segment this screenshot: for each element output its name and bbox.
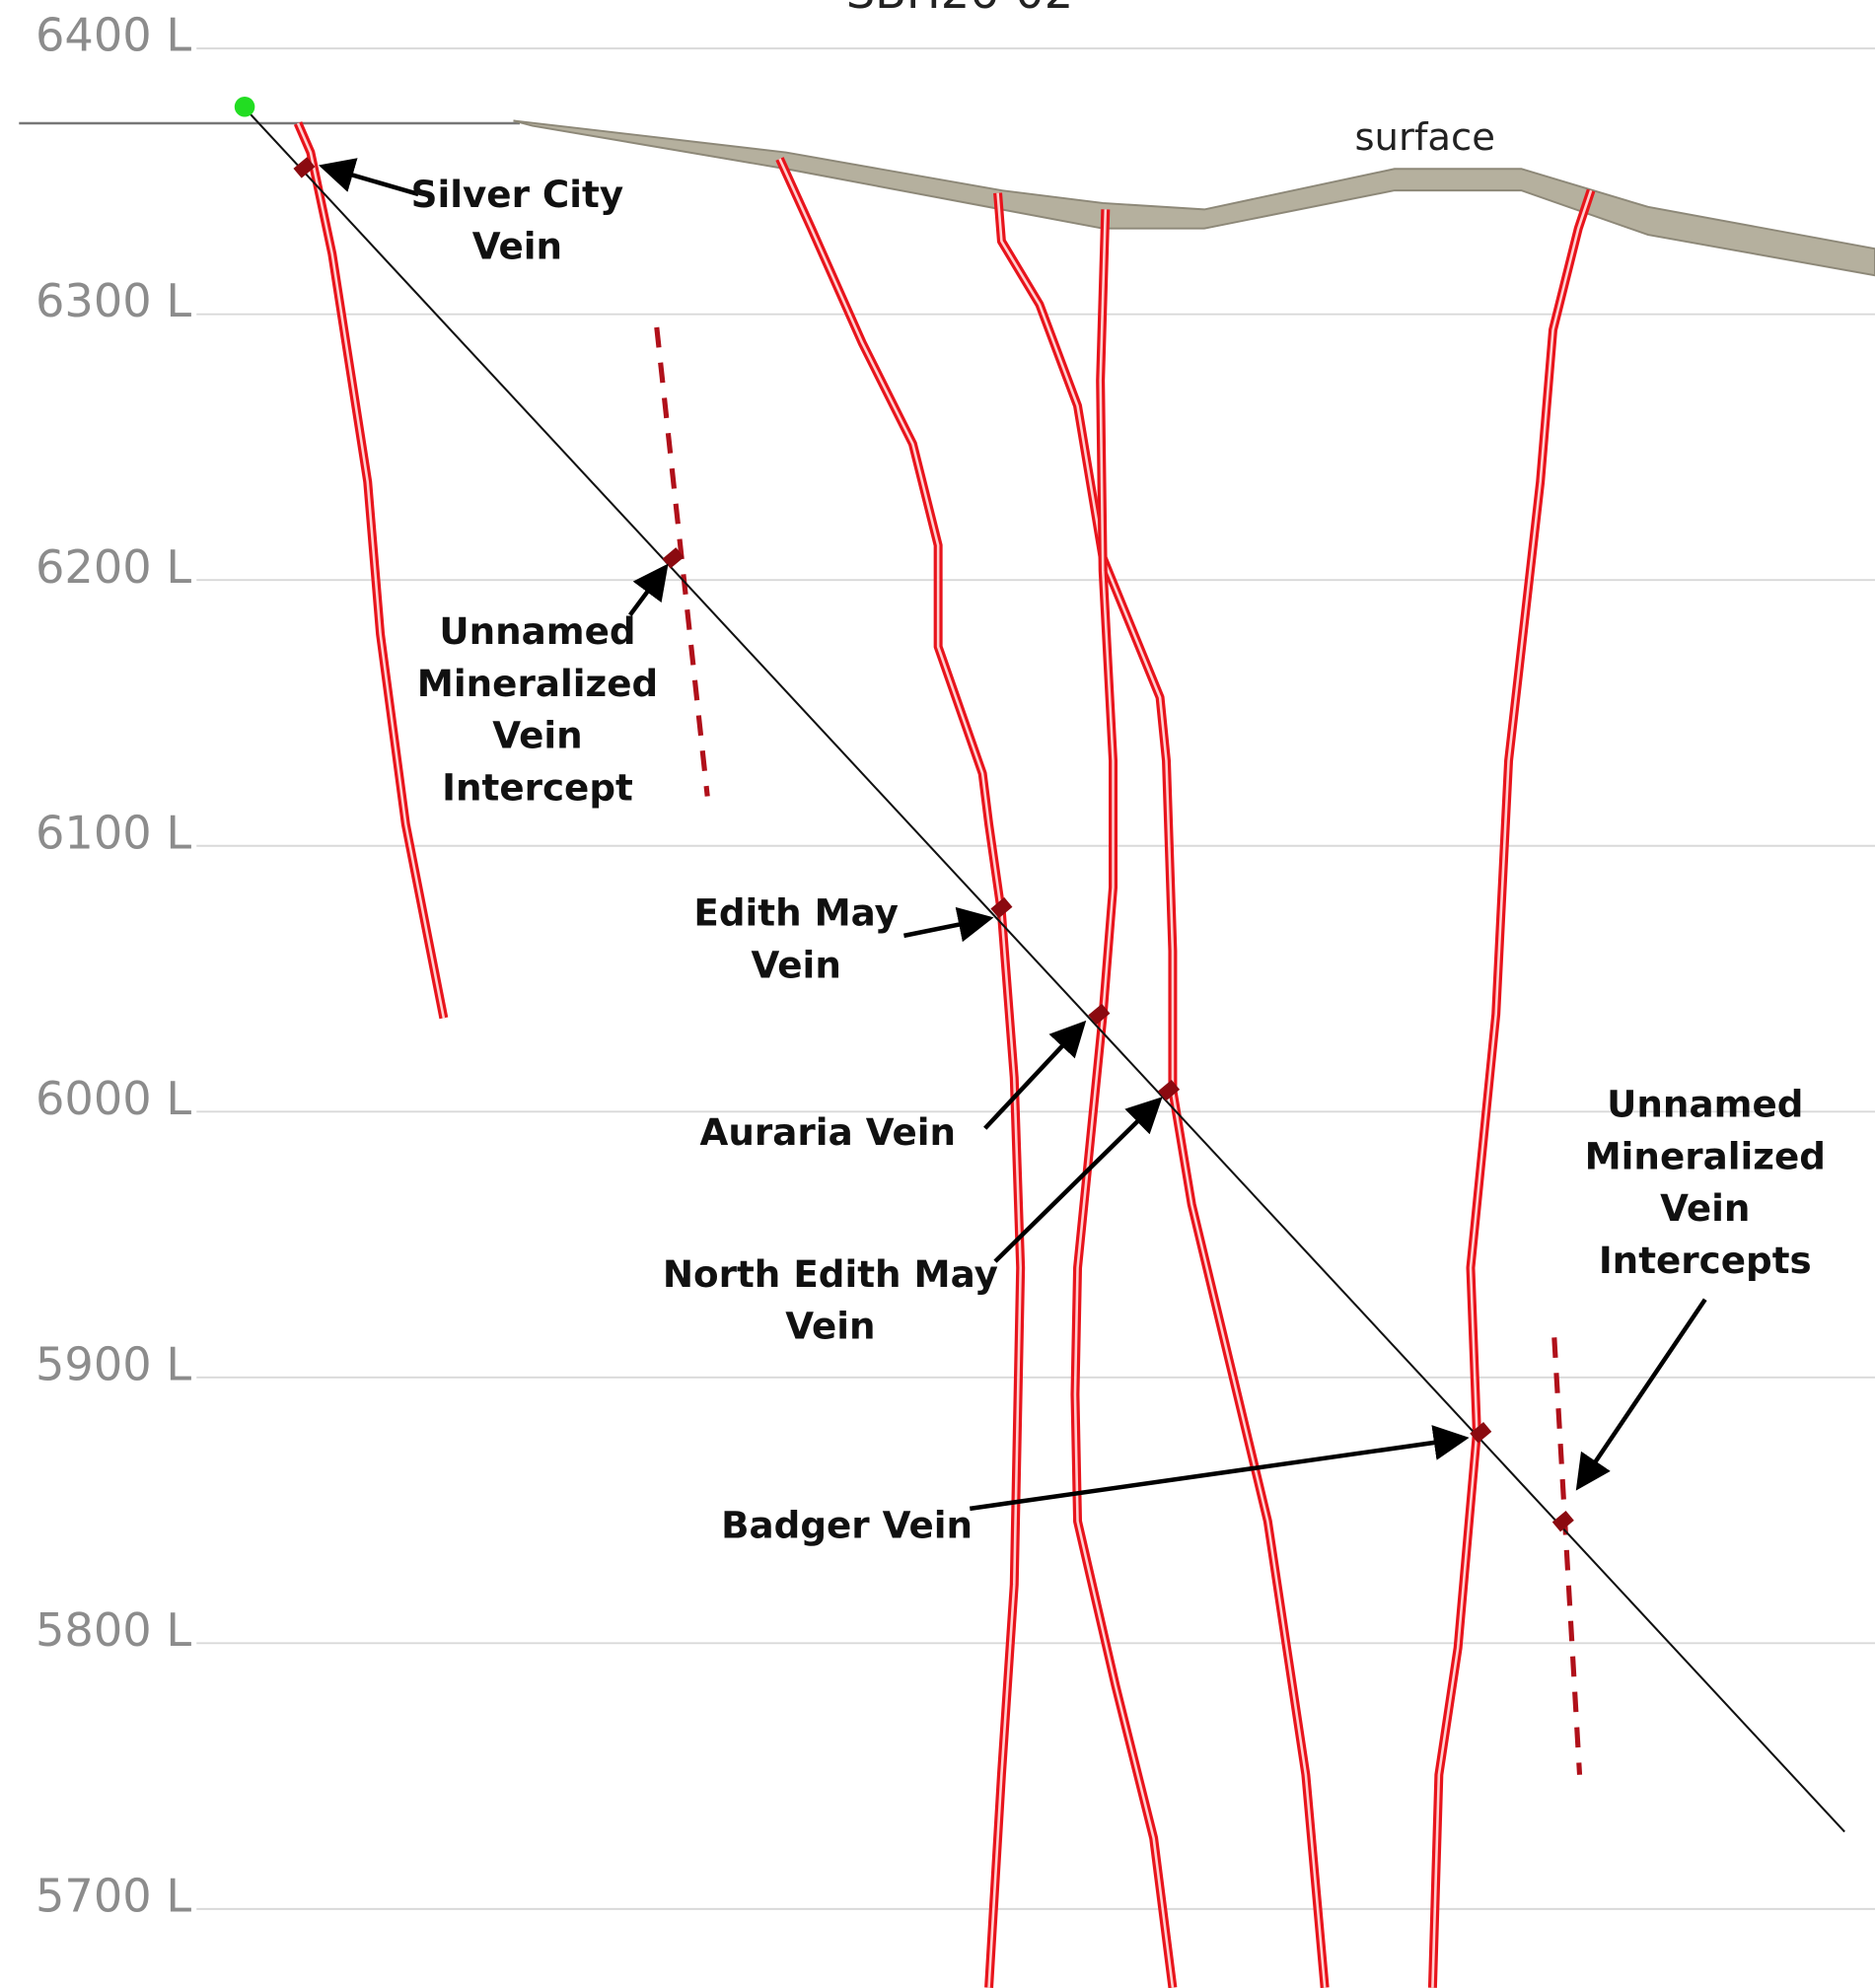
- annotation-line: Vein: [751, 943, 840, 986]
- vein: [779, 159, 1020, 1988]
- annotation-line: Auraria Vein: [700, 1110, 957, 1154]
- arrow: [970, 1439, 1460, 1509]
- veins: [298, 123, 1591, 1988]
- level-grid: 6400 L 6300 L 6200 L 6100 L 6000 L 5900 L 5800…: [36, 9, 1875, 1923]
- arrow: [1581, 1300, 1705, 1483]
- surface-band: [514, 120, 1875, 275]
- level-label: 5800 L: [36, 1603, 191, 1657]
- collar: [235, 97, 255, 117]
- annotation-line: Mineralized: [1585, 1134, 1826, 1177]
- level-label: 6200 L: [36, 540, 191, 594]
- annotation-line: Badger Vein: [721, 1503, 973, 1546]
- annotation-line: Edith May: [693, 891, 899, 935]
- arrow: [985, 1027, 1080, 1128]
- vein-core: [779, 159, 1020, 1988]
- title: SBH26-02: [846, 0, 1073, 19]
- annotation-line: Intercept: [442, 765, 633, 809]
- level-label: 6400 L: [36, 9, 191, 62]
- vein: [298, 123, 444, 1018]
- vein: [1432, 190, 1591, 1988]
- intercept: [1552, 1511, 1574, 1531]
- level-label: 5700 L: [36, 1869, 191, 1922]
- annotation-line: Intercepts: [1599, 1239, 1812, 1282]
- level-label: 6000 L: [36, 1072, 191, 1125]
- annotation-line: Vein: [785, 1305, 875, 1348]
- annotation-line: Mineralized: [417, 662, 658, 705]
- arrow: [327, 168, 419, 194]
- annotation-line: Vein: [472, 225, 562, 268]
- annotation-line: Silver City: [411, 173, 624, 216]
- annotation-line: Unnamed: [1607, 1083, 1803, 1126]
- drill-hole: [245, 108, 1844, 1832]
- annotation-line: North Edith May: [663, 1252, 998, 1296]
- dashed-vein: [1554, 1337, 1580, 1774]
- intercepts: [293, 157, 1573, 1531]
- surface-label: surface: [1354, 115, 1494, 160]
- arrow: [903, 919, 984, 936]
- cross-section: 6400 L 6300 L 6200 L 6100 L 6000 L 5900 L 5800…: [0, 0, 1875, 1988]
- annotation-line: Vein: [1660, 1186, 1750, 1230]
- level-label: 6100 L: [36, 806, 191, 859]
- level-label: 5900 L: [36, 1337, 191, 1390]
- annotation-line: Unnamed: [439, 609, 635, 653]
- dashed-vein: [657, 327, 707, 797]
- annotations: Silver City Vein Unnamed Mineralized Vein Int…: [411, 173, 1826, 1547]
- vein-core: [1432, 190, 1591, 1988]
- arrow: [630, 571, 663, 615]
- annotation-line: Vein: [492, 714, 582, 757]
- level-label: 6300 L: [36, 274, 191, 327]
